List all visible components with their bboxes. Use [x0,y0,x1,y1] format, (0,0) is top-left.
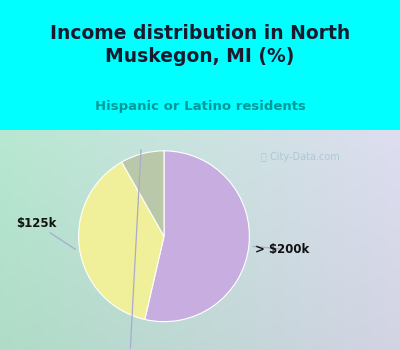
Text: $125k: $125k [16,217,75,249]
Text: $50k: $50k [114,149,146,350]
Text: > $200k: > $200k [253,243,309,256]
Wedge shape [122,151,164,236]
Wedge shape [145,151,249,322]
Wedge shape [79,162,164,320]
Text: Hispanic or Latino residents: Hispanic or Latino residents [94,100,306,113]
Text: 🔍 City-Data.com: 🔍 City-Data.com [261,152,339,162]
Text: Income distribution in North
Muskegon, MI (%): Income distribution in North Muskegon, M… [50,24,350,66]
